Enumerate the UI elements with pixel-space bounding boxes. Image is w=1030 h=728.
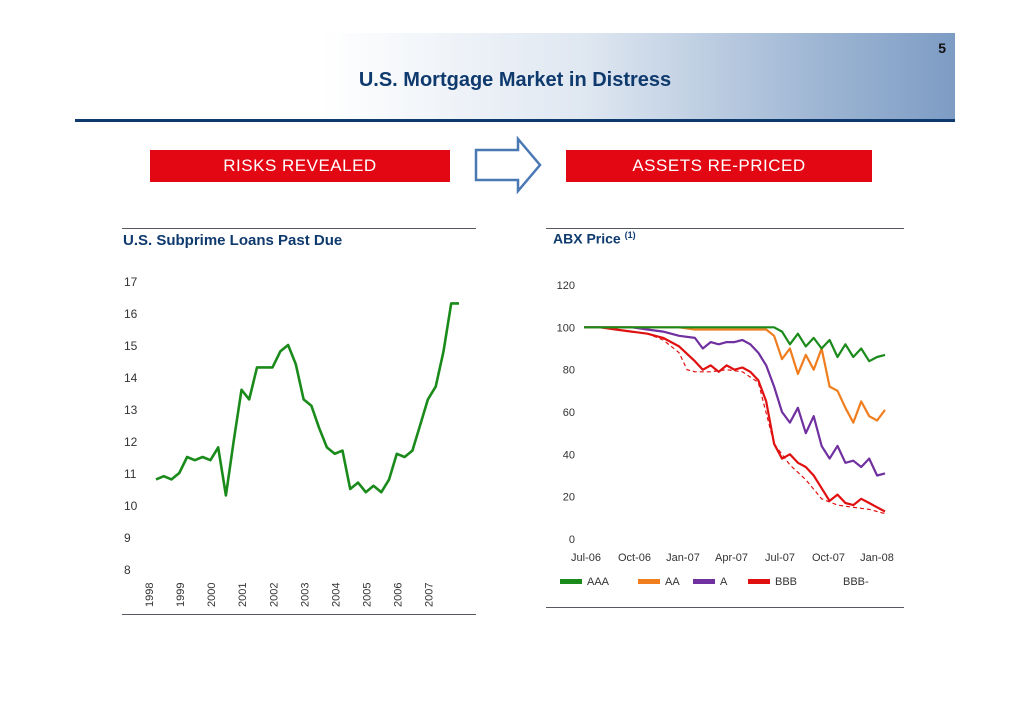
y-tick-label: 17	[124, 275, 138, 289]
abx-title-text: ABX Price	[553, 230, 621, 247]
y-tick-label: 60	[563, 407, 575, 419]
y-tick-label: 10	[124, 499, 138, 513]
assets-repriced-banner: ASSETS RE-PRICED	[566, 150, 872, 182]
legend-label: AA	[665, 576, 680, 588]
header-rule	[75, 119, 955, 122]
x-tick-label: 2003	[299, 583, 311, 607]
x-tick-label: Jul-06	[571, 552, 601, 564]
y-tick-label: 14	[124, 371, 138, 385]
legend-swatch	[748, 579, 770, 584]
x-tick-label: 2002	[268, 583, 280, 607]
legend-label: BBB-	[843, 576, 869, 588]
legend-label: A	[720, 576, 728, 588]
y-tick-label: 12	[124, 435, 138, 449]
y-tick-label: 100	[557, 322, 575, 334]
legend-label: BBB	[775, 576, 797, 588]
x-tick-label: Jul-07	[765, 552, 795, 564]
x-tick-label: Oct-07	[812, 552, 845, 564]
x-tick-label: 1998	[144, 583, 156, 607]
y-tick-label: 40	[563, 449, 575, 461]
series-line-a	[584, 326, 886, 477]
left-chart-title: U.S. Subprime Loans Past Due	[123, 232, 343, 249]
y-tick-label: 120	[557, 280, 575, 292]
footnote-marker: (1)	[624, 230, 636, 240]
series-line	[155, 302, 459, 497]
left-panel-bottom-rule	[122, 614, 476, 615]
page-title: U.S. Mortgage Market in Distress	[358, 69, 672, 91]
y-tick-label: 15	[124, 339, 138, 353]
y-tick-label: 0	[569, 534, 575, 546]
x-tick-label: Oct-06	[618, 552, 651, 564]
left-panel-top-rule	[122, 228, 476, 229]
x-tick-label: Jan-07	[666, 552, 700, 564]
right-panel-top-rule	[546, 228, 904, 229]
y-tick-label: 16	[124, 307, 138, 321]
y-tick-label: 80	[563, 365, 575, 377]
right-arrow-icon	[474, 136, 542, 194]
x-tick-label: Jan-08	[860, 552, 894, 564]
x-tick-label: 2000	[206, 583, 218, 607]
y-tick-label: 11	[124, 467, 137, 481]
legend-swatch	[638, 579, 660, 584]
right-panel-bottom-rule	[546, 607, 904, 608]
x-tick-label: Apr-07	[715, 552, 748, 564]
x-tick-label: 2001	[237, 583, 249, 607]
x-tick-label: 2005	[362, 583, 374, 607]
y-tick-label: 20	[563, 492, 575, 504]
legend-swatch	[560, 579, 582, 584]
legend-swatch	[693, 579, 715, 584]
y-tick-label: 8	[124, 563, 131, 577]
page-number: 5	[938, 40, 946, 56]
y-tick-label: 9	[124, 531, 131, 545]
risks-revealed-banner: RISKS REVEALED	[150, 150, 450, 182]
right-chart-title: ABX Price (1)	[553, 230, 636, 247]
x-tick-label: 2006	[393, 583, 405, 607]
series-line-bbb	[584, 326, 886, 513]
legend-label: AAA	[587, 576, 610, 588]
y-tick-label: 13	[124, 403, 138, 417]
x-tick-label: 2007	[424, 583, 436, 607]
x-tick-label: 2004	[330, 583, 342, 607]
x-tick-label: 1999	[175, 583, 187, 607]
series-line-aaa	[584, 326, 886, 363]
header-band	[75, 33, 955, 121]
